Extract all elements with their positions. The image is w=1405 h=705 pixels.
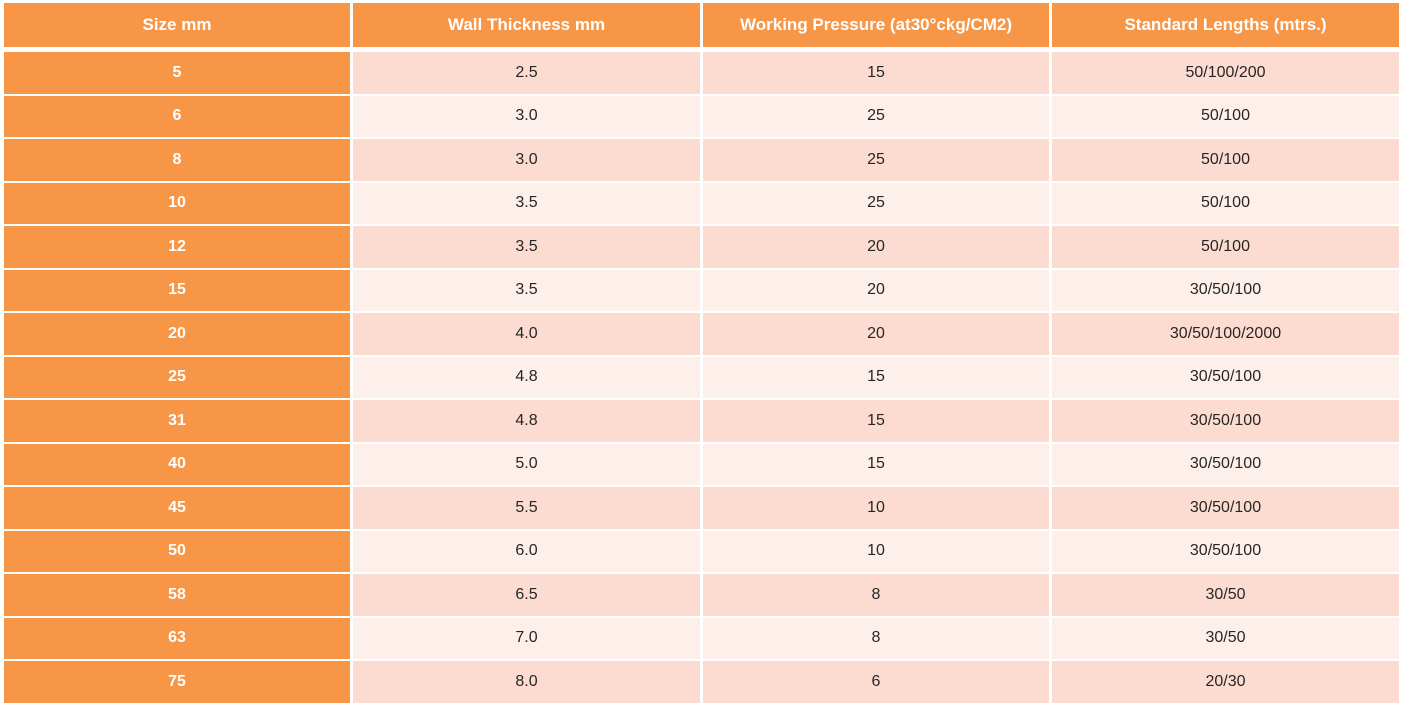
working-pressure-cell: 25 xyxy=(703,95,1049,137)
size-cell: 50 xyxy=(4,530,350,572)
table-row: 12 3.5 20 50/100 xyxy=(4,226,1399,268)
wall-thickness-cell: 3.0 xyxy=(353,95,700,137)
header-size: Size mm xyxy=(4,3,350,47)
size-cell: 15 xyxy=(4,269,350,311)
table-row: 75 8.0 6 20/30 xyxy=(4,661,1399,703)
wall-thickness-cell: 3.0 xyxy=(353,139,700,181)
wall-thickness-cell: 6.0 xyxy=(353,530,700,572)
working-pressure-cell: 20 xyxy=(703,269,1049,311)
size-cell: 40 xyxy=(4,443,350,485)
wall-thickness-cell: 6.5 xyxy=(353,574,700,616)
standard-lengths-cell: 50/100 xyxy=(1052,95,1399,137)
standard-lengths-cell: 30/50/100 xyxy=(1052,356,1399,398)
working-pressure-cell: 10 xyxy=(703,487,1049,529)
table-row: 5 2.5 15 50/100/200 xyxy=(4,49,1399,94)
size-cell: 10 xyxy=(4,182,350,224)
working-pressure-cell: 20 xyxy=(703,313,1049,355)
table-row: 10 3.5 25 50/100 xyxy=(4,182,1399,224)
standard-lengths-cell: 50/100 xyxy=(1052,182,1399,224)
standard-lengths-cell: 30/50/100 xyxy=(1052,487,1399,529)
standard-lengths-cell: 30/50/100 xyxy=(1052,269,1399,311)
standard-lengths-cell: 50/100 xyxy=(1052,226,1399,268)
table-row: 31 4.8 15 30/50/100 xyxy=(4,400,1399,442)
wall-thickness-cell: 3.5 xyxy=(353,182,700,224)
table-row: 50 6.0 10 30/50/100 xyxy=(4,530,1399,572)
wall-thickness-cell: 7.0 xyxy=(353,617,700,659)
table-row: 63 7.0 8 30/50 xyxy=(4,617,1399,659)
table-row: 15 3.5 20 30/50/100 xyxy=(4,269,1399,311)
working-pressure-cell: 20 xyxy=(703,226,1049,268)
working-pressure-cell: 15 xyxy=(703,356,1049,398)
table-row: 8 3.0 25 50/100 xyxy=(4,139,1399,181)
size-cell: 5 xyxy=(4,49,350,94)
working-pressure-cell: 25 xyxy=(703,139,1049,181)
table-body: 5 2.5 15 50/100/200 6 3.0 25 50/100 8 3.0 25 50/100… xyxy=(4,49,1399,703)
size-cell: 12 xyxy=(4,226,350,268)
working-pressure-cell: 25 xyxy=(703,182,1049,224)
standard-lengths-cell: 30/50/100 xyxy=(1052,530,1399,572)
table-row: 6 3.0 25 50/100 xyxy=(4,95,1399,137)
header-row: Size mm Wall Thickness mm Working Pressu… xyxy=(4,3,1399,47)
working-pressure-cell: 6 xyxy=(703,661,1049,703)
size-cell: 8 xyxy=(4,139,350,181)
wall-thickness-cell: 5.0 xyxy=(353,443,700,485)
header-wall-thickness: Wall Thickness mm xyxy=(353,3,700,47)
working-pressure-cell: 15 xyxy=(703,400,1049,442)
standard-lengths-cell: 30/50/100/2000 xyxy=(1052,313,1399,355)
header-standard-lengths: Standard Lengths (mtrs.) xyxy=(1052,3,1399,47)
wall-thickness-cell: 2.5 xyxy=(353,49,700,94)
wall-thickness-cell: 4.0 xyxy=(353,313,700,355)
standard-lengths-cell: 30/50/100 xyxy=(1052,400,1399,442)
standard-lengths-cell: 50/100 xyxy=(1052,139,1399,181)
table-row: 45 5.5 10 30/50/100 xyxy=(4,487,1399,529)
size-cell: 25 xyxy=(4,356,350,398)
table-row: 25 4.8 15 30/50/100 xyxy=(4,356,1399,398)
standard-lengths-cell: 30/50 xyxy=(1052,617,1399,659)
wall-thickness-cell: 3.5 xyxy=(353,269,700,311)
size-cell: 63 xyxy=(4,617,350,659)
table-row: 40 5.0 15 30/50/100 xyxy=(4,443,1399,485)
size-cell: 31 xyxy=(4,400,350,442)
standard-lengths-cell: 30/50 xyxy=(1052,574,1399,616)
standard-lengths-cell: 20/30 xyxy=(1052,661,1399,703)
working-pressure-cell: 15 xyxy=(703,443,1049,485)
working-pressure-cell: 8 xyxy=(703,617,1049,659)
wall-thickness-cell: 8.0 xyxy=(353,661,700,703)
working-pressure-cell: 15 xyxy=(703,49,1049,94)
size-cell: 45 xyxy=(4,487,350,529)
size-cell: 75 xyxy=(4,661,350,703)
size-cell: 58 xyxy=(4,574,350,616)
size-cell: 20 xyxy=(4,313,350,355)
working-pressure-cell: 8 xyxy=(703,574,1049,616)
standard-lengths-cell: 50/100/200 xyxy=(1052,49,1399,94)
table-row: 20 4.0 20 30/50/100/2000 xyxy=(4,313,1399,355)
wall-thickness-cell: 4.8 xyxy=(353,356,700,398)
wall-thickness-cell: 4.8 xyxy=(353,400,700,442)
header-working-pressure: Working Pressure (at30°ckg/CM2) xyxy=(703,3,1049,47)
wall-thickness-cell: 5.5 xyxy=(353,487,700,529)
wall-thickness-cell: 3.5 xyxy=(353,226,700,268)
table-row: 58 6.5 8 30/50 xyxy=(4,574,1399,616)
working-pressure-cell: 10 xyxy=(703,530,1049,572)
standard-lengths-cell: 30/50/100 xyxy=(1052,443,1399,485)
size-cell: 6 xyxy=(4,95,350,137)
